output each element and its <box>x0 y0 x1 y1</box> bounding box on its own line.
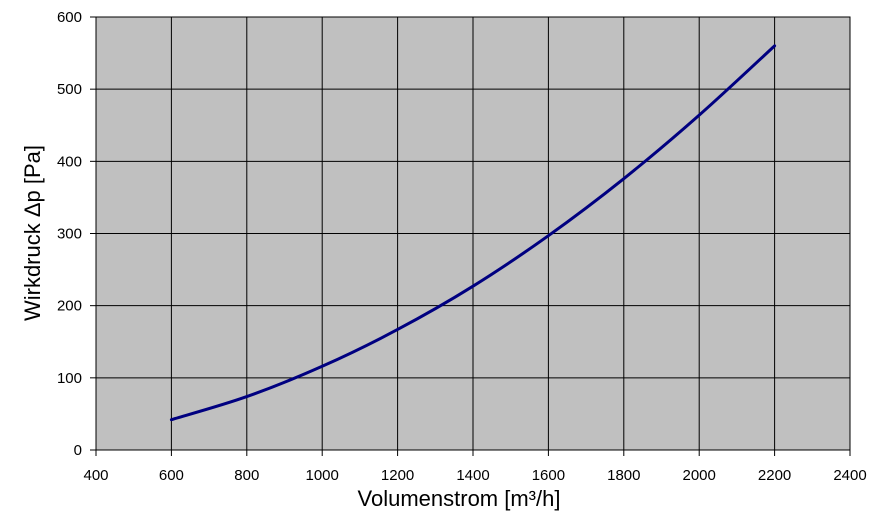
series-group <box>169 44 777 422</box>
x-tick-label: 1800 <box>607 467 640 484</box>
x-tick-label: 1000 <box>306 467 339 484</box>
x-tick-label: 2400 <box>833 467 866 484</box>
x-axis-title: Volumenstrom [m³/h] <box>358 486 561 511</box>
y-tick-label: 500 <box>57 81 82 98</box>
y-tick-labels: 0 100 200 300 400 500 600 <box>57 9 82 459</box>
x-tick-label: 1600 <box>532 467 565 484</box>
y-tick-label: 0 <box>74 442 82 459</box>
y-tick-label: 300 <box>57 226 82 243</box>
grid-horizontal <box>96 16 850 451</box>
y-tick-label: 600 <box>57 9 82 26</box>
x-tick-label: 1200 <box>381 467 414 484</box>
x-tick-label: 2000 <box>683 467 716 484</box>
x-tick-label: 2200 <box>758 467 791 484</box>
y-tick-label: 100 <box>57 370 82 387</box>
x-tick-labels: 400 600 800 1000 1200 1400 1600 1800 2000 2200 240… <box>83 467 866 484</box>
y-axis-title: Wirkdruck Δp [Pa] <box>20 145 45 321</box>
axis-ticks <box>90 16 851 456</box>
x-tick-label: 1400 <box>456 467 489 484</box>
x-tick-label: 400 <box>83 467 108 484</box>
x-tick-label: 600 <box>159 467 184 484</box>
x-tick-label: 800 <box>234 467 259 484</box>
y-tick-label: 400 <box>57 153 82 170</box>
y-tick-label: 200 <box>57 298 82 315</box>
series-line <box>169 44 777 422</box>
